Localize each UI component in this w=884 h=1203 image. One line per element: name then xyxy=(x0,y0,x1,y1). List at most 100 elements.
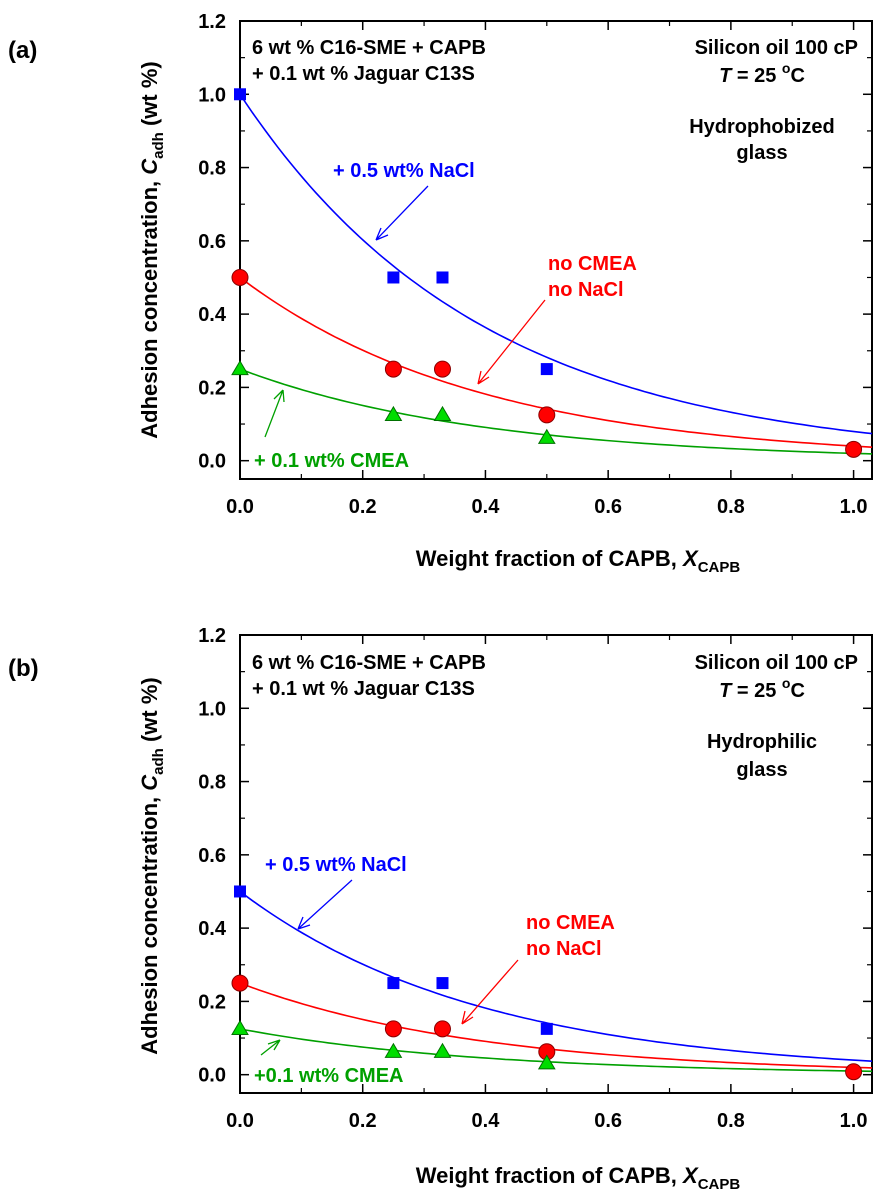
surface-label-line-2: glass xyxy=(736,142,787,164)
plot-frame xyxy=(239,20,873,480)
axes-layer: 0.0 0.2 0.4 0.6 0.8 1.0 0.0 0.2 0.4 0.6 0.8 1.0 1.2 xyxy=(198,11,872,518)
data-point-circle xyxy=(433,1020,451,1038)
y-axis-title: Adhesion concentration, Cadh (wt %) xyxy=(137,61,167,438)
fit-curve xyxy=(239,890,873,1062)
x-tick-label: 0.8 xyxy=(717,496,745,518)
data-point-triangle xyxy=(231,360,249,376)
arrow-nacl xyxy=(297,879,353,930)
series-label-nacl: + 0.5 wt% NaCl xyxy=(333,160,475,182)
temperature-label: T = 25 oC xyxy=(719,675,805,702)
data-point-square xyxy=(387,271,400,284)
fit-curve xyxy=(239,93,873,435)
x-axis-title: Weight fraction of CAPB, XCAPB xyxy=(416,546,741,576)
x-tick-label: 1.0 xyxy=(840,496,868,518)
arrow-control xyxy=(477,299,546,385)
x-tick-label: 0.0 xyxy=(226,496,254,518)
pointer-arrows xyxy=(264,185,546,438)
y-tick-label: 0.0 xyxy=(198,451,226,473)
temperature-label: T = 25 oC xyxy=(719,60,805,87)
x-tick-label: 0.0 xyxy=(226,1110,254,1132)
data-point-circle xyxy=(231,974,249,992)
x-tick-label: 1.0 xyxy=(840,1110,868,1132)
arrow-cmea xyxy=(264,389,285,438)
data-point-square xyxy=(540,363,553,376)
data-points-layer xyxy=(231,88,863,458)
fit-curves-layer xyxy=(239,890,873,1073)
data-point-square xyxy=(234,88,246,101)
x-tick-label: 0.6 xyxy=(594,1110,622,1132)
oil-label: Silicon oil 100 cP xyxy=(695,652,858,674)
y-tick-label: 0.6 xyxy=(198,845,226,867)
y-tick-label: 0.8 xyxy=(198,158,226,180)
surface-label-line-1: Hydrophobized xyxy=(689,116,835,138)
y-tick-label: 1.2 xyxy=(198,625,226,647)
series-label-control-line-1: no CMEA xyxy=(548,253,637,275)
panel-label: (a) xyxy=(8,37,37,64)
series-label-control-line-2: no NaCl xyxy=(548,279,624,301)
x-tick-label: 0.6 xyxy=(594,496,622,518)
panel-label: (b) xyxy=(8,655,39,682)
y-tick-label: 0.0 xyxy=(198,1065,226,1087)
series-label-cmea: + 0.1 wt% CMEA xyxy=(254,450,409,472)
fit-curve xyxy=(239,368,873,455)
composition-line-1: 6 wt % C16-SME + CAPB xyxy=(252,652,486,674)
data-point-triangle xyxy=(433,405,452,421)
plot-frame xyxy=(239,634,873,1094)
x-tick-label: 0.4 xyxy=(472,496,501,518)
data-point-circle xyxy=(384,1020,402,1038)
data-point-square xyxy=(436,977,449,990)
y-tick-label: 0.4 xyxy=(198,918,227,940)
y-tick-label: 1.2 xyxy=(198,11,226,33)
x-axis-title: Weight fraction of CAPB, XCAPB xyxy=(416,1163,741,1193)
data-point-circle xyxy=(845,440,863,458)
series-label-control-line-1: no CMEA xyxy=(526,912,615,934)
oil-label: Silicon oil 100 cP xyxy=(695,37,858,59)
data-point-circle xyxy=(231,268,249,286)
composition-line-2: + 0.1 wt % Jaguar C13S xyxy=(252,63,475,85)
chart-panel-a: (a) 0.0 0.2 0.4 0.6 0.8 1.0 0.0 0.2 0.4 0.6 0.8 1.0… xyxy=(8,11,873,576)
surface-label-line-1: Hydrophilic xyxy=(707,731,817,753)
composition-line-1: 6 wt % C16-SME + CAPB xyxy=(252,37,486,59)
axes-layer: 0.0 0.2 0.4 0.6 0.8 1.0 0.0 0.2 0.4 0.6 0.8 1.0 1.2 xyxy=(198,625,872,1132)
arrow-cmea xyxy=(260,1039,281,1056)
data-point-circle xyxy=(433,360,451,378)
x-tick-label: 0.8 xyxy=(717,1110,745,1132)
data-points-layer xyxy=(231,885,863,1081)
fit-curve xyxy=(239,982,873,1069)
y-tick-label: 0.2 xyxy=(198,991,226,1013)
data-point-circle xyxy=(845,1063,863,1081)
y-tick-label: 1.0 xyxy=(198,84,226,106)
data-point-triangle xyxy=(433,1042,452,1058)
data-point-circle xyxy=(384,360,402,378)
data-point-triangle xyxy=(231,1019,249,1035)
x-tick-label: 0.2 xyxy=(349,1110,377,1132)
data-point-circle xyxy=(538,406,556,424)
series-label-cmea: +0.1 wt% CMEA xyxy=(254,1065,403,1087)
series-label-control-line-2: no NaCl xyxy=(526,938,602,960)
data-point-square xyxy=(540,1022,553,1035)
composition-line-2: + 0.1 wt % Jaguar C13S xyxy=(252,678,475,700)
fit-curves-layer xyxy=(239,93,873,455)
y-tick-label: 0.6 xyxy=(198,231,226,253)
y-tick-label: 0.2 xyxy=(198,377,226,399)
data-point-triangle xyxy=(537,1054,556,1070)
data-point-triangle xyxy=(537,428,556,444)
x-tick-label: 0.4 xyxy=(472,1110,501,1132)
data-point-square xyxy=(387,977,400,990)
data-point-square xyxy=(234,885,246,898)
series-label-nacl: + 0.5 wt% NaCl xyxy=(265,854,407,876)
surface-label-line-2: glass xyxy=(736,759,787,781)
data-point-triangle xyxy=(384,405,403,421)
arrow-nacl xyxy=(375,185,429,241)
fit-curve xyxy=(239,1028,873,1073)
y-tick-label: 0.8 xyxy=(198,772,226,794)
pointer-arrows xyxy=(260,879,519,1056)
arrow-control xyxy=(461,959,519,1025)
y-axis-title: Adhesion concentration, Cadh (wt %) xyxy=(137,677,167,1054)
x-tick-label: 0.2 xyxy=(349,496,377,518)
data-point-triangle xyxy=(384,1042,403,1058)
data-point-square xyxy=(436,271,449,284)
chart-panel-b: (b) 0.0 0.2 0.4 0.6 0.8 1.0 0.0 0.2 0.4 0.6 0.8 1.0… xyxy=(8,625,873,1193)
fit-curve xyxy=(239,276,873,448)
